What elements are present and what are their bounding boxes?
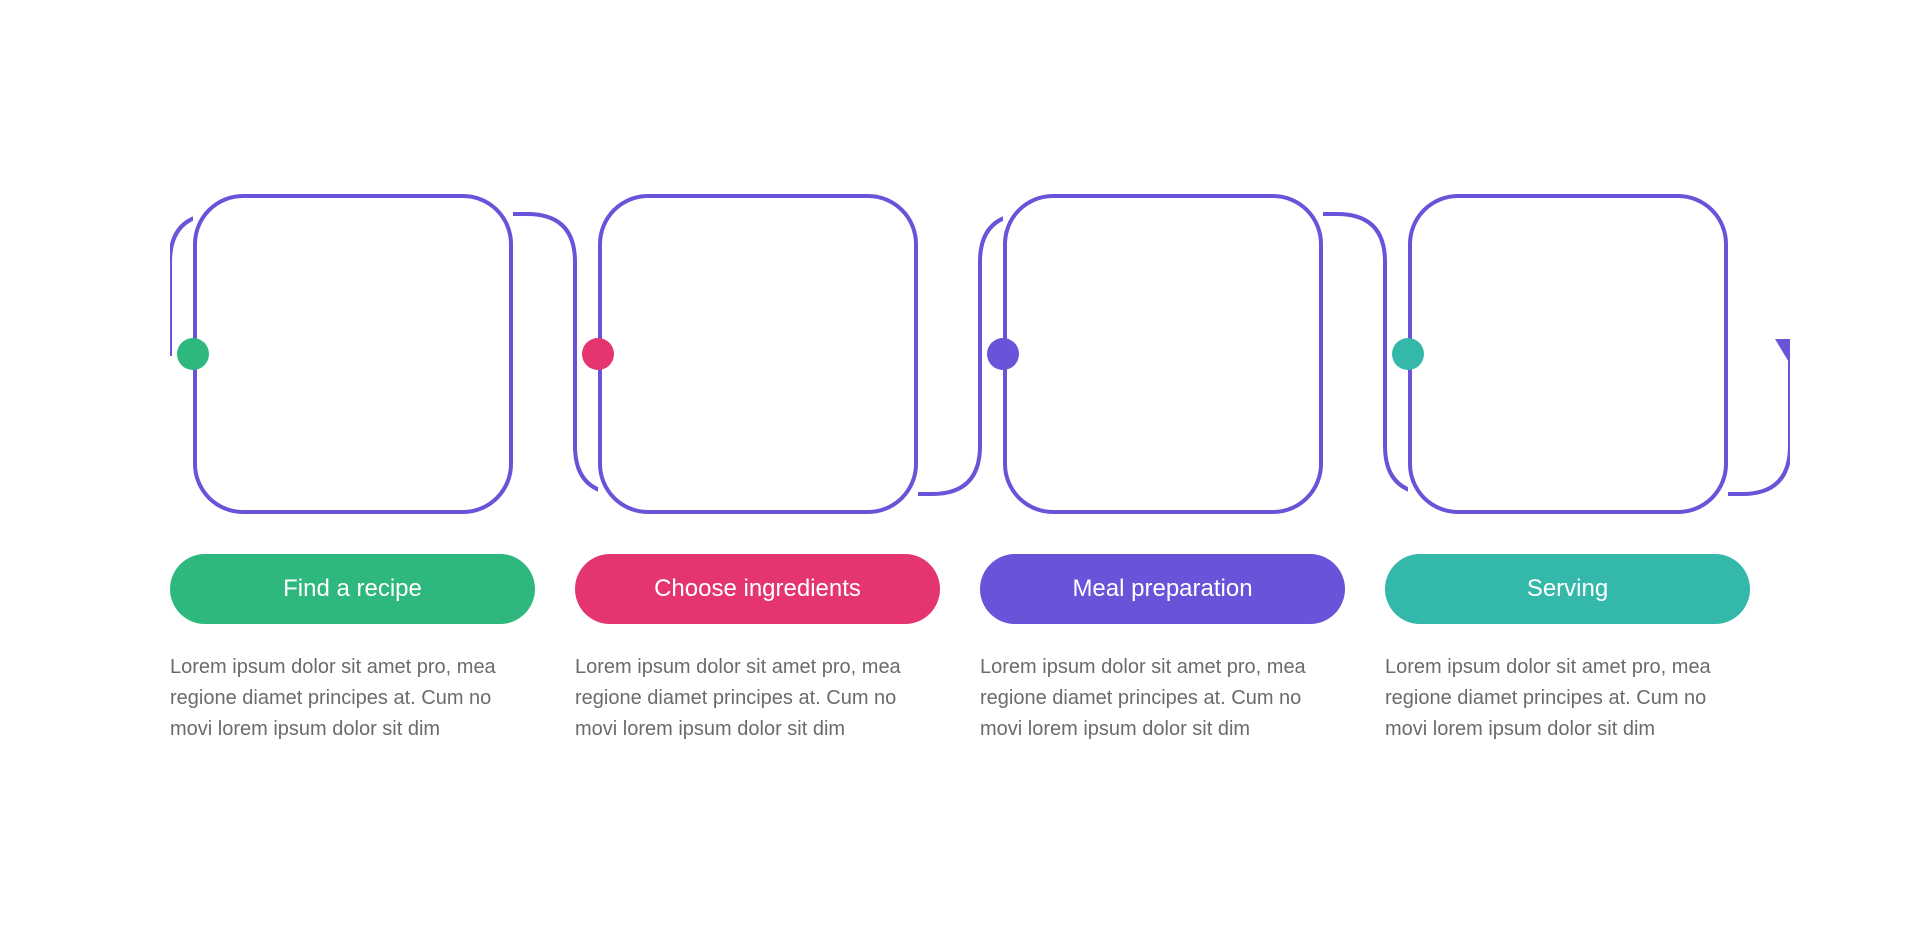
step-description: Lorem ipsum dolor sit amet pro, mea regi… bbox=[170, 652, 535, 745]
serving-bowl-icon bbox=[1468, 254, 1668, 454]
step-pill: Find a recipe bbox=[170, 554, 535, 624]
step-description: Lorem ipsum dolor sit amet pro, mea regi… bbox=[1385, 652, 1750, 745]
step-pill: Meal preparation bbox=[980, 554, 1345, 624]
seafood-ingredients-icon bbox=[658, 254, 858, 454]
steps-row: Find a recipe Lorem ipsum dolor sit amet… bbox=[170, 194, 1750, 745]
step-meal-preparation: Meal preparation Lorem ipsum dolor sit a… bbox=[980, 194, 1345, 745]
step-title: Choose ingredients bbox=[654, 575, 861, 603]
step-title: Serving bbox=[1527, 575, 1608, 603]
process-infographic: Find a recipe Lorem ipsum dolor sit amet… bbox=[170, 194, 1750, 745]
step-find-recipe: Find a recipe Lorem ipsum dolor sit amet… bbox=[170, 194, 535, 745]
icon-box bbox=[193, 194, 513, 514]
step-bubble bbox=[582, 338, 614, 370]
step-description: Lorem ipsum dolor sit amet pro, mea regi… bbox=[575, 652, 940, 745]
step-bubble bbox=[1392, 338, 1424, 370]
cooking-prep-icon bbox=[1063, 254, 1263, 454]
step-description: Lorem ipsum dolor sit amet pro, mea regi… bbox=[980, 652, 1345, 745]
computer-recipe-icon bbox=[253, 254, 453, 454]
step-pill: Choose ingredients bbox=[575, 554, 940, 624]
step-bubble bbox=[987, 338, 1019, 370]
step-choose-ingredients: Choose ingredients Lorem ipsum dolor sit… bbox=[575, 194, 940, 745]
icon-box bbox=[598, 194, 918, 514]
step-pill: Serving bbox=[1385, 554, 1750, 624]
icon-box bbox=[1003, 194, 1323, 514]
step-serving: Serving Lorem ipsum dolor sit amet pro, … bbox=[1385, 194, 1750, 745]
step-title: Find a recipe bbox=[283, 575, 422, 603]
step-title: Meal preparation bbox=[1072, 575, 1252, 603]
step-bubble bbox=[177, 338, 209, 370]
icon-box bbox=[1408, 194, 1728, 514]
